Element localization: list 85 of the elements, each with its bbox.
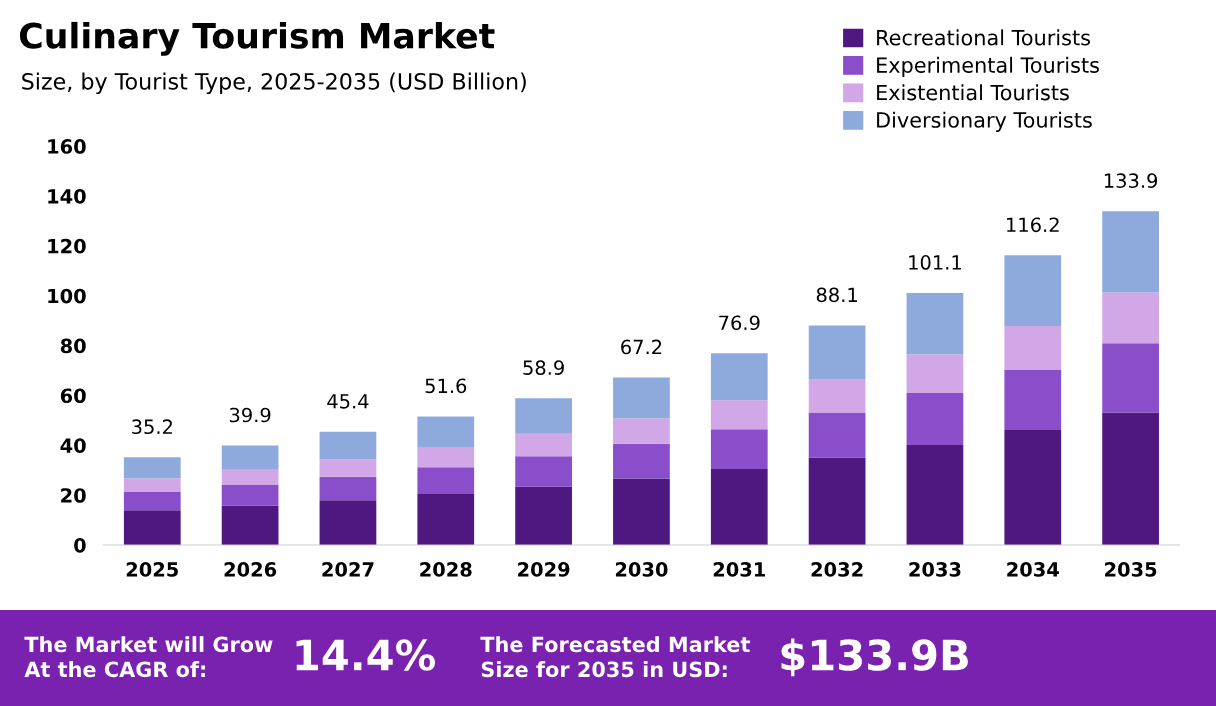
bar xyxy=(515,433,572,457)
bar xyxy=(123,491,181,511)
bar xyxy=(1102,412,1159,546)
bar xyxy=(613,418,670,444)
legend-label: Existential Tourists xyxy=(877,84,1069,101)
bar xyxy=(808,412,866,458)
x-tick-label: 2025 xyxy=(126,562,178,577)
y-tick-label: 60 xyxy=(60,388,86,404)
total-label: 45.4 xyxy=(327,394,369,409)
bar xyxy=(417,416,475,448)
y-tick-label: 160 xyxy=(48,139,86,154)
y-tick-label: 140 xyxy=(48,188,86,204)
bar xyxy=(123,510,181,546)
x-tick-label: 2032 xyxy=(811,562,863,577)
x-tick-label: 2026 xyxy=(224,562,277,577)
x-tick-label: 2034 xyxy=(1007,562,1059,577)
legend-label: Recreational Tourists xyxy=(877,29,1090,46)
legend-label: Diversionary Tourists xyxy=(877,111,1092,132)
y-tick-label: 80 xyxy=(60,338,86,354)
bar xyxy=(808,457,866,546)
bar xyxy=(613,478,670,546)
bar xyxy=(808,378,866,413)
bar xyxy=(710,400,768,430)
bar xyxy=(123,457,181,479)
bar xyxy=(319,500,377,546)
bar xyxy=(221,469,279,485)
bar xyxy=(123,478,181,492)
x-tick-label: 2031 xyxy=(713,562,765,577)
x-tick-label: 2035 xyxy=(1105,562,1157,577)
bar xyxy=(1004,255,1062,326)
x-tick-label: 2027 xyxy=(322,562,374,577)
total-label: 88.1 xyxy=(816,287,857,303)
bar xyxy=(906,445,964,546)
bar xyxy=(710,353,768,401)
legend-label: Experimental Tourists xyxy=(877,56,1099,77)
bar xyxy=(319,431,377,460)
text: 14.4% xyxy=(296,639,436,671)
bar xyxy=(1102,292,1159,344)
bar xyxy=(1004,370,1062,431)
bar xyxy=(417,493,475,546)
x-tick-label: 2030 xyxy=(615,562,668,577)
bar xyxy=(906,292,964,355)
total-label: 133.9 xyxy=(1104,173,1158,188)
chart-title: Culinary Tourism Market xyxy=(19,21,495,56)
x-tick-label: 2028 xyxy=(420,562,472,577)
bar xyxy=(221,445,279,470)
y-tick-label: 0 xyxy=(74,537,86,553)
total-label: 116.2 xyxy=(1007,217,1059,233)
bar xyxy=(417,447,475,468)
bar xyxy=(613,377,670,419)
text: $133.9B xyxy=(781,638,968,677)
bar xyxy=(1004,325,1062,371)
y-tick-label: 40 xyxy=(60,438,86,453)
total-label: 76.9 xyxy=(719,315,760,331)
chart-subtitle: Size, by Tourist Type, 2025-2035 (USD Billion) xyxy=(22,72,526,95)
bar xyxy=(906,392,964,446)
bar xyxy=(417,467,475,494)
x-tick-label: 2029 xyxy=(518,562,570,577)
y-tick-label: 100 xyxy=(48,288,86,304)
total-label: 58.9 xyxy=(523,360,564,375)
bar xyxy=(221,505,279,546)
bar xyxy=(1004,430,1062,546)
x-tick-label: 2033 xyxy=(909,562,961,577)
bar xyxy=(1102,211,1159,293)
bar xyxy=(710,429,768,469)
bar xyxy=(1102,343,1159,413)
bar xyxy=(319,459,377,477)
text: The Market will Grow At the CAGR of: xyxy=(24,636,273,678)
bar xyxy=(906,354,964,393)
bar xyxy=(515,456,572,487)
bar xyxy=(515,398,572,434)
bar xyxy=(515,486,572,546)
total-label: 51.6 xyxy=(425,378,467,394)
bar xyxy=(710,468,768,546)
text: The Forecasted Market Size for 2035 in USD: xyxy=(480,636,750,678)
bar xyxy=(319,476,377,501)
total-label: 35.2 xyxy=(132,419,172,435)
total-label: 101.1 xyxy=(909,255,961,270)
y-tick-label: 120 xyxy=(48,238,86,254)
bar xyxy=(221,484,279,506)
y-tick-label: 20 xyxy=(61,488,86,503)
bar xyxy=(808,325,866,379)
total-label: 67.2 xyxy=(621,339,662,355)
bar xyxy=(613,443,670,479)
total-label: 39.9 xyxy=(229,407,271,423)
